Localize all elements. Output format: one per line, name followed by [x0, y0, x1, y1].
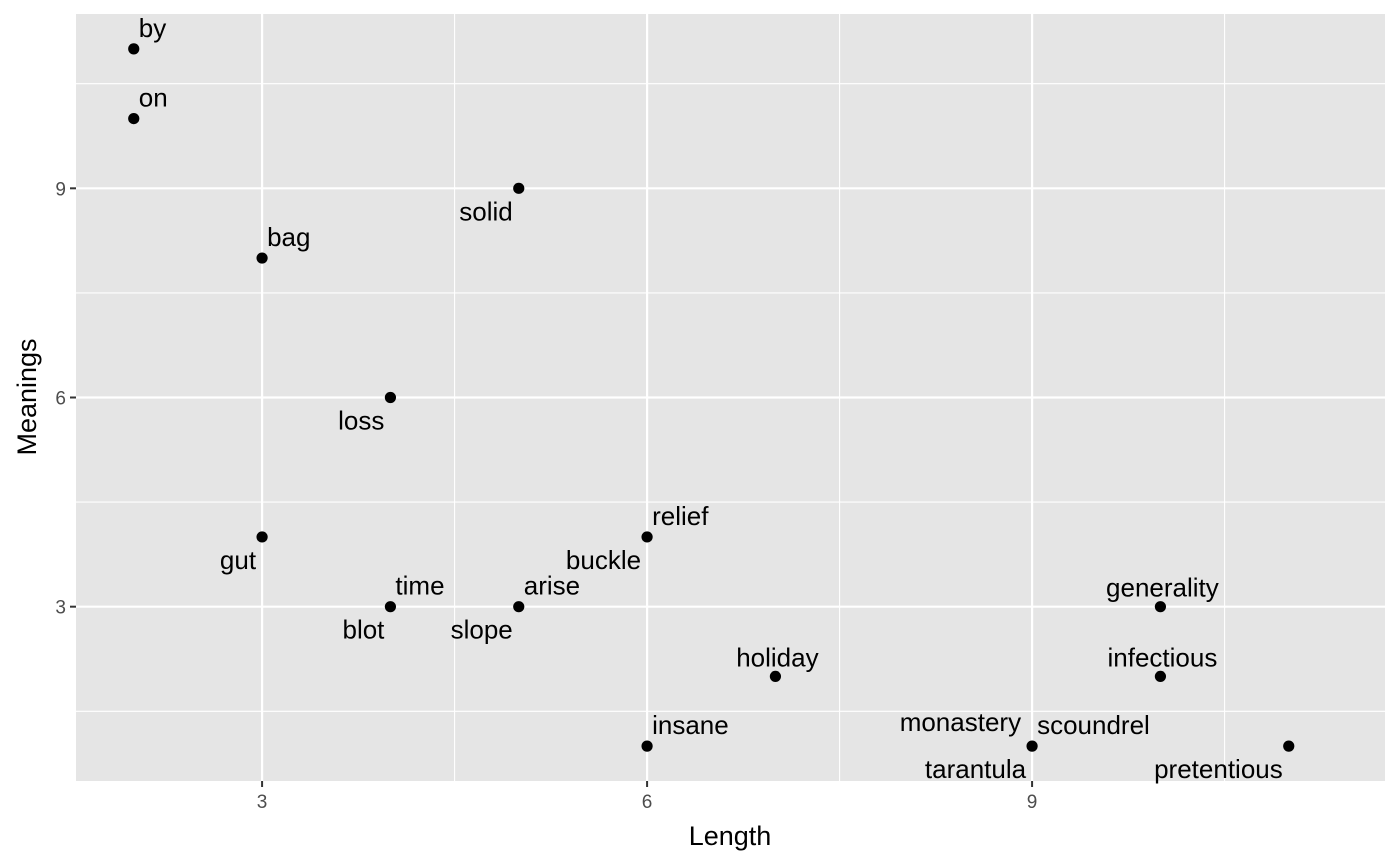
point-label: time [395, 571, 444, 601]
point-label: loss [338, 406, 384, 436]
point-label: relief [652, 501, 709, 531]
point-label: on [139, 83, 168, 113]
point-label: pretentious [1154, 754, 1283, 784]
tick-labels: 3 6 9 3 6 9 [55, 179, 1037, 813]
data-point [128, 112, 140, 125]
data-point [256, 252, 268, 264]
data-point [769, 670, 782, 683]
data-point [384, 601, 397, 613]
point-labels: by on solid bag loss gut relief buckle time blot a… [139, 13, 1283, 784]
data-point [641, 531, 653, 543]
data-point [256, 531, 268, 543]
data-point [1154, 601, 1167, 613]
y-axis-title: Meanings [12, 338, 42, 455]
point-label: holiday [736, 642, 818, 672]
point-label: gut [220, 545, 257, 575]
point-label: by [139, 13, 166, 43]
data-points [128, 43, 1295, 752]
data-point [128, 43, 140, 55]
y-tick-label: 6 [55, 389, 66, 410]
y-tick-label: 9 [55, 179, 66, 200]
point-label: arise [524, 571, 580, 601]
data-point [384, 391, 397, 404]
point-label: buckle [566, 545, 641, 575]
point-label: solid [459, 196, 512, 226]
x-tick-label: 9 [1027, 792, 1038, 813]
y-tick-label: 3 [55, 598, 66, 619]
point-label: tarantula [925, 754, 1027, 784]
x-axis-title: Length [689, 821, 772, 851]
point-label: monastery [900, 707, 1021, 737]
point-label: blot [342, 615, 385, 645]
data-point [513, 601, 525, 613]
x-tick-label: 6 [642, 792, 653, 813]
point-label: scoundrel [1037, 710, 1150, 740]
data-point [1283, 740, 1295, 752]
data-point [1154, 670, 1167, 683]
point-label: generality [1106, 573, 1219, 603]
point-label: insane [652, 710, 729, 740]
data-point [1026, 740, 1038, 752]
point-label: infectious [1107, 642, 1217, 672]
data-point [513, 182, 525, 194]
data-point [641, 740, 653, 752]
point-label: slope [451, 615, 513, 645]
major-gridlines [76, 14, 1385, 781]
point-label: bag [267, 222, 310, 252]
axis-ticks [70, 187, 1034, 787]
x-tick-label: 3 [257, 792, 268, 813]
